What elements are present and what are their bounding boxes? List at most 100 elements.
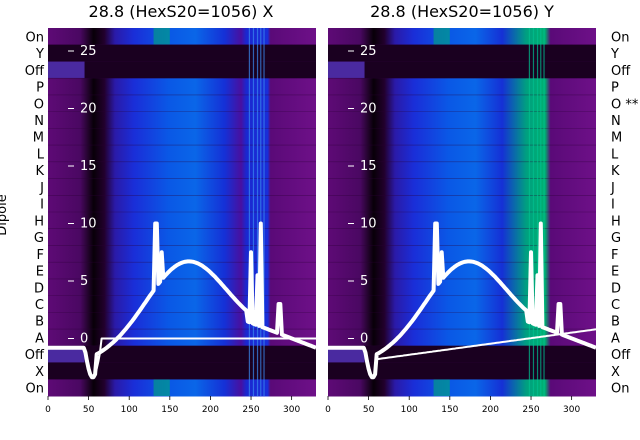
heatmap-panel-right: 0 5 10 15 20 25 <box>327 28 597 397</box>
row-label: M <box>33 131 44 146</box>
row-label: F <box>611 248 618 263</box>
y-axis-label: Dipole <box>0 194 10 235</box>
x-tick-label: 50 <box>363 405 375 415</box>
overlay-line <box>328 328 597 379</box>
x-tick-label: 150 <box>441 405 458 415</box>
row-label: On <box>26 30 44 45</box>
row-label: P <box>611 81 619 96</box>
row-label: H <box>611 214 621 229</box>
x-tick-label: 200 <box>202 405 219 415</box>
row-label: A <box>35 331 44 346</box>
row-label: F <box>37 248 44 263</box>
heatmap-row <box>328 195 596 213</box>
heatmap-row <box>48 295 316 313</box>
x-tick-label: 0 <box>325 405 331 415</box>
row-label: N <box>611 114 621 129</box>
heatmap-row <box>48 78 316 96</box>
heatmap-row <box>48 28 316 46</box>
x-tick-label: 250 <box>242 405 259 415</box>
y-tick-label: 15 <box>80 159 97 174</box>
heatmap-row <box>328 128 596 146</box>
row-label: I <box>40 198 44 213</box>
x-ticks-left: 0 50 100 150 200 250 300 <box>45 396 300 415</box>
row-label: Off <box>611 348 631 363</box>
heatmap-cell <box>153 28 170 45</box>
row-label: Y <box>35 47 44 62</box>
heatmap-row <box>328 78 596 96</box>
row-label: P <box>36 81 44 96</box>
row-label: On <box>611 382 629 397</box>
row-label: Y <box>610 47 619 62</box>
heatmap-row <box>328 245 596 263</box>
x-tick-label: 100 <box>401 405 418 415</box>
overlay-line <box>48 337 316 379</box>
row-label: X <box>35 365 44 380</box>
x-ticks-right: 0 50 100 150 200 250 300 <box>325 396 580 415</box>
x-tick-label: 0 <box>45 405 51 415</box>
y-tick-label: 10 <box>360 217 377 232</box>
row-label: D <box>611 281 621 296</box>
row-label: C <box>611 298 620 313</box>
row-label: E <box>611 265 619 280</box>
y-tick-label: 10 <box>80 217 97 232</box>
row-label: A <box>611 331 620 346</box>
row-label: L <box>37 147 45 162</box>
row-label: X <box>611 365 620 380</box>
x-tick-label: 150 <box>161 405 178 415</box>
chart-title-left: 28.8 (HexS20=1056) X <box>89 2 274 21</box>
row-label: H <box>34 214 44 229</box>
row-label: L <box>611 147 619 162</box>
heatmap-row <box>48 61 316 79</box>
x-tick-label: 300 <box>283 405 300 415</box>
heatmap-cell <box>328 345 365 363</box>
row-label: B <box>611 315 620 330</box>
heatmap-row <box>328 61 596 79</box>
heatmap-panel-left: 0 5 10 15 20 25 <box>47 28 317 397</box>
y-tick-label: 25 <box>360 44 377 59</box>
heatmap-cell <box>48 345 85 363</box>
row-label: C <box>35 298 44 313</box>
row-label: M <box>611 131 622 146</box>
y-tick-label: 20 <box>80 102 97 117</box>
row-label: J <box>39 181 44 196</box>
heatmap-row <box>328 178 596 196</box>
row-label: B <box>35 315 44 330</box>
heatmap-row <box>48 178 316 196</box>
x-tick-label: 200 <box>482 405 499 415</box>
heatmap-cell <box>433 379 450 396</box>
heatmap-cell <box>328 61 365 79</box>
x-tick-label: 300 <box>563 405 580 415</box>
heatmap-cell <box>48 61 85 79</box>
x-tick-label: 50 <box>83 405 95 415</box>
heatmap-row <box>48 245 316 263</box>
heatmap-row <box>328 379 596 397</box>
y-tick-label: 25 <box>80 44 97 59</box>
heatmap-cell <box>433 28 450 45</box>
row-label: Off <box>25 64 45 79</box>
row-label: K <box>611 164 620 179</box>
x-tick-label: 250 <box>522 405 539 415</box>
heatmap-cell <box>153 379 170 396</box>
row-label: G <box>611 231 621 246</box>
y-tick-label: 5 <box>80 274 88 289</box>
x-tick-label: 100 <box>121 405 138 415</box>
heatmap-row <box>328 295 596 313</box>
heatmap-row <box>328 28 596 46</box>
y-tick-label: 5 <box>360 274 368 289</box>
chart-title-right: 28.8 (HexS20=1056) Y <box>370 2 554 21</box>
row-label: J <box>610 181 615 196</box>
row-label: On <box>26 382 44 397</box>
row-label: Off <box>611 64 631 79</box>
y-tick-label: 0 <box>360 332 368 347</box>
row-label: O ** <box>611 97 639 112</box>
row-label: Off <box>25 348 45 363</box>
row-label: On <box>611 30 629 45</box>
row-label: N <box>34 114 44 129</box>
y-tick-label: 15 <box>360 159 377 174</box>
heatmap-row <box>48 128 316 146</box>
row-label: E <box>36 265 44 280</box>
y-tick-label: 20 <box>360 102 377 117</box>
